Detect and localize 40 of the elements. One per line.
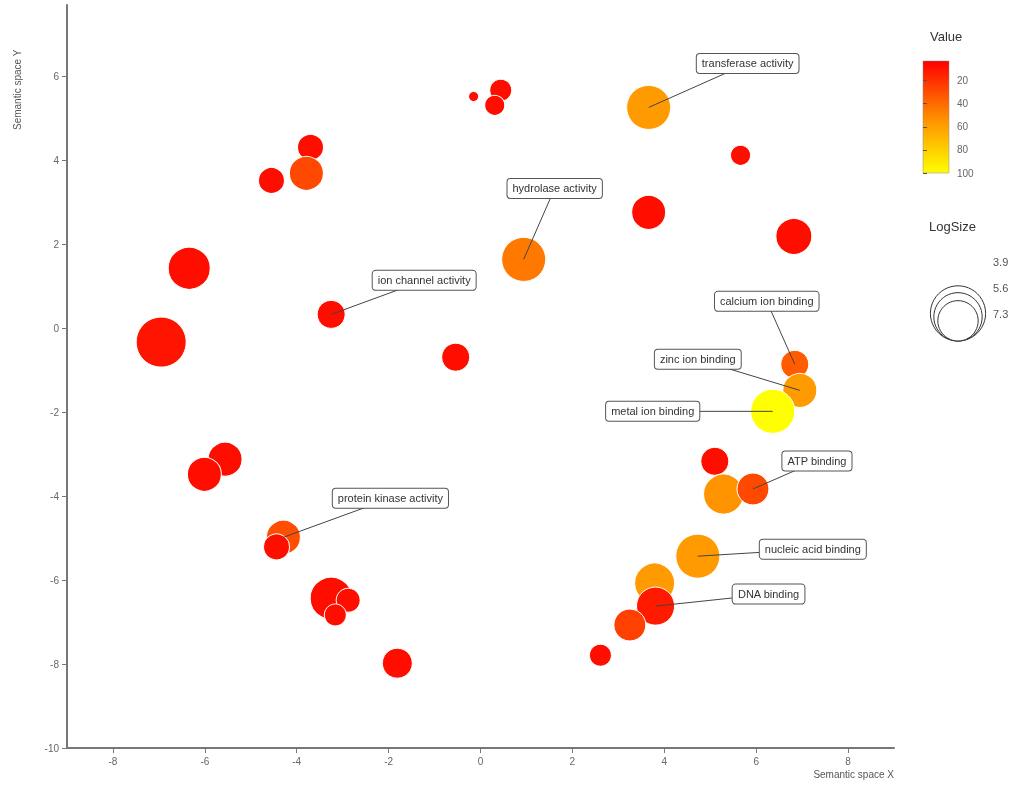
y-tick-label: -2 xyxy=(50,406,60,418)
x-tick-label: 2 xyxy=(569,755,576,767)
x-tick-label: 8 xyxy=(845,755,852,767)
y-tick-label: 6 xyxy=(53,70,60,82)
color-bar-label: 60 xyxy=(957,121,969,133)
x-tick-label: -6 xyxy=(200,755,210,767)
y-tick-label: 4 xyxy=(53,154,60,166)
legend-label: 3.9 xyxy=(993,255,1009,268)
legend-label: 7.3 xyxy=(993,307,1009,320)
y-tick-label: -4 xyxy=(50,490,60,502)
annotation: transferase activity xyxy=(701,57,795,70)
y-tick-label: 0 xyxy=(53,322,60,334)
y-axis-title: Semantic space Y xyxy=(11,49,23,130)
annotation: DNA binding xyxy=(737,588,800,601)
color-bar-label: 80 xyxy=(957,144,969,156)
color-bar-label: 20 xyxy=(957,75,969,87)
y-tick-label: -10 xyxy=(44,742,60,754)
x-tick-label: -2 xyxy=(384,755,394,767)
x-tick-label: 4 xyxy=(661,755,668,767)
annotation: metal ion binding xyxy=(611,405,695,418)
x-tick-label: 0 xyxy=(477,755,484,767)
legend-title: LogSize xyxy=(929,219,976,234)
annotation: protein kinase activity xyxy=(337,492,444,505)
color-bar-label: 40 xyxy=(957,98,969,110)
color-bar-label: 100 xyxy=(957,167,975,179)
annotation: calcium ion binding xyxy=(719,295,814,308)
annotation: hydrolase activity xyxy=(512,182,598,195)
annotation: zinc ion binding xyxy=(659,353,736,366)
annotation: nucleic acid binding xyxy=(764,543,861,556)
y-tick-label: -8 xyxy=(50,658,60,670)
legend-label: 5.6 xyxy=(993,281,1009,294)
x-tick-label: 6 xyxy=(753,755,760,767)
x-axis-title: Semantic space X xyxy=(813,768,895,780)
y-tick-label: 2 xyxy=(53,238,60,250)
annotation: ion channel activity xyxy=(377,274,472,287)
x-tick-label: -4 xyxy=(292,755,302,767)
annotation: ATP binding xyxy=(787,455,847,467)
x-tick-label: -8 xyxy=(108,755,118,767)
color-bar-title: Value xyxy=(930,29,963,44)
y-tick-label: -6 xyxy=(50,574,60,586)
